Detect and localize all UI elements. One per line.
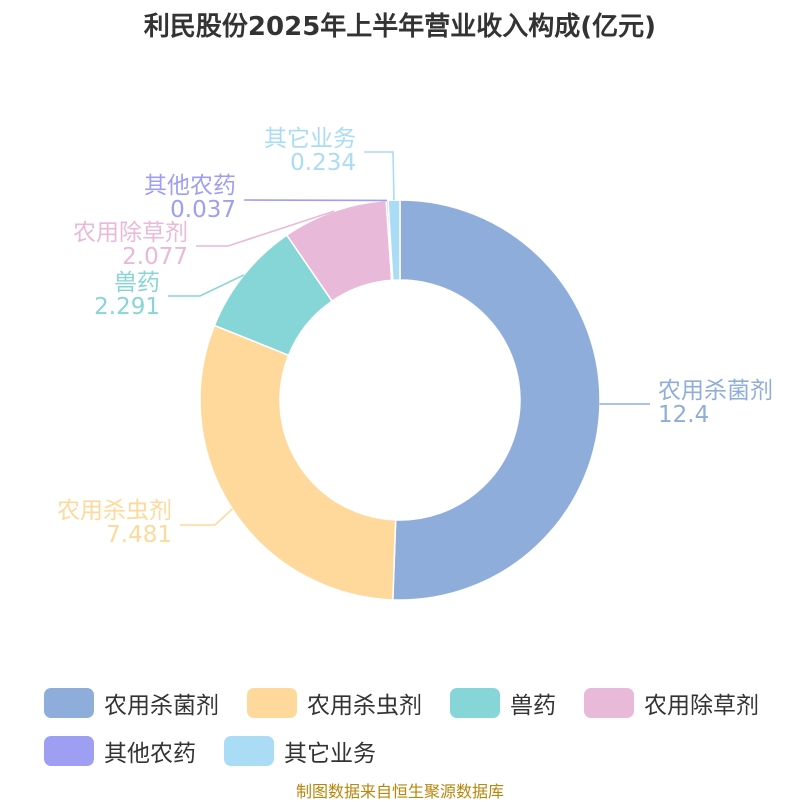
label-veterinary: 兽药 [114,270,160,296]
label-other-pesticides: 其他农药 [144,173,236,199]
leader-line [180,509,232,525]
legend-label: 其他农药 [104,734,196,768]
label-herbicide: 农用除草剂 [73,220,188,246]
label-veterinary-value: 2.291 [94,294,160,320]
data-source-note: 制图数据来自恒生聚源数据库 [0,778,800,802]
legend-item-veterinary[interactable]: 兽药 [450,686,556,720]
label-herbicide-value: 2.077 [122,244,188,270]
legend-row: 其他农药 其它业务 [44,736,784,766]
legend-swatch [450,688,500,718]
legend-label: 其它业务 [284,734,376,768]
label-other-business-value: 0.234 [290,150,356,176]
legend-item-insecticide[interactable]: 农用杀虫剂 [247,686,422,720]
legend-label: 农用杀菌剂 [104,686,219,720]
legend-swatch [247,688,297,718]
legend-swatch [44,688,94,718]
legend-item-other-pesticides[interactable]: 其他农药 [44,734,196,768]
legend-item-fungicide[interactable]: 农用杀菌剂 [44,686,219,720]
slice-insecticide[interactable] [200,325,396,599]
legend-swatch [44,736,94,766]
legend-label: 农用杀虫剂 [307,686,422,720]
legend: 农用杀菌剂 农用杀虫剂 兽药 农用除草剂 其他农药 其它业务 [44,688,784,784]
legend-swatch [224,736,274,766]
label-fungicide: 农用杀菌剂 [658,378,773,404]
legend-item-herbicide[interactable]: 农用除草剂 [584,686,759,720]
slice-fungicide[interactable] [393,200,600,600]
leader-line [364,152,394,200]
legend-row: 农用杀菌剂 农用杀虫剂 兽药 农用除草剂 [44,688,784,718]
legend-label: 农用除草剂 [644,686,759,720]
legend-item-other-business[interactable]: 其它业务 [224,734,376,768]
label-fungicide-value: 12.4 [658,402,709,428]
legend-swatch [584,688,634,718]
legend-label: 兽药 [510,686,556,720]
label-insecticide: 农用杀虫剂 [57,498,172,524]
label-other-business: 其它业务 [264,126,356,152]
label-insecticide-value: 7.481 [106,522,172,548]
label-other-pesticides-value: 0.037 [170,197,236,223]
